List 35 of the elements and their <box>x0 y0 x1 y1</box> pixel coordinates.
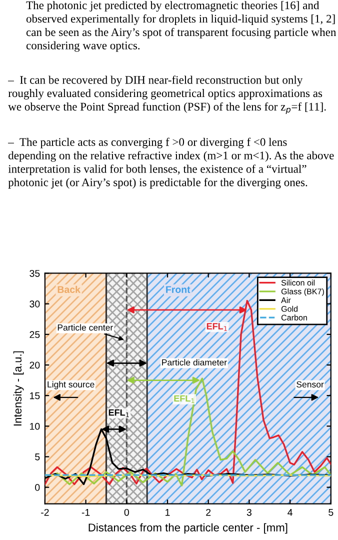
legend-label: Gold <box>281 306 298 312</box>
annotation: Particle center <box>58 324 113 331</box>
x-tick-label: 5 <box>328 509 334 516</box>
x-tick-label: -2 <box>41 508 49 516</box>
legend-label: Air <box>281 297 291 303</box>
band-label: Back <box>58 286 80 293</box>
y-tick-label: 20 <box>30 362 40 369</box>
legend-label: Silicon oil <box>281 280 315 286</box>
y-tick-label: 35 <box>30 270 40 277</box>
text: – It can be recovered by DIH near-field reconstruction but only roughly evaluated considering geometrical optics approximations as we observe the Point Spread function (PSF) of the lens for z$_{p}$=f [11]. <box>8 76 326 114</box>
legend-label: Glass (BK7) <box>281 288 324 296</box>
x-axis-title: Distances from the particle center - [mm] <box>88 523 288 534</box>
annotation: Sensor <box>296 381 324 388</box>
annotation: EFL$_{1}$ <box>206 323 227 331</box>
y-tick-label: 15 <box>30 392 40 400</box>
x-tick-label: 4 <box>288 509 292 516</box>
y-axis-title: Intensity - [a.u.] <box>13 351 24 426</box>
y-tick-label: 5 <box>35 454 40 460</box>
y-tick-label: 30 <box>30 300 40 308</box>
y-tick-label: 0 <box>35 484 40 491</box>
x-tick-label: 2 <box>206 508 211 516</box>
y-tick-label: 10 <box>30 422 40 430</box>
text: The photonic jet predicted by electromagnetic theories [16] and observed experimentally for droplets in liquid-liquid systems [1, 2] can be seen as the Airy’s spot of transparent focusing particle when considering wave optics. <box>26 1 336 52</box>
band-label: Front <box>166 286 190 293</box>
annotation: Particle diameter <box>162 359 227 366</box>
x-tick-label: -1 <box>82 509 90 516</box>
x-tick-label: 3 <box>246 508 252 516</box>
y-tick-label: 25 <box>30 331 40 338</box>
annotation: Light source <box>48 381 94 390</box>
annotation: EFL$_{1}$ <box>174 395 194 404</box>
annotation: EFL$_{1}$ <box>108 409 129 418</box>
x-tick-label: 1 <box>166 509 170 516</box>
x-tick-label: 0 <box>124 508 129 516</box>
text: – The particle acts as converging f >0 or diverging f <0 lens depending on the relative refractive index (m>1 or m<1). As the above interpretation is valid for both lenses, the existence of a “virtual” photonic jet (or Airy’s spot) is predictable for the diverging ones. <box>8 138 334 189</box>
legend-label: Carbon <box>281 314 307 320</box>
